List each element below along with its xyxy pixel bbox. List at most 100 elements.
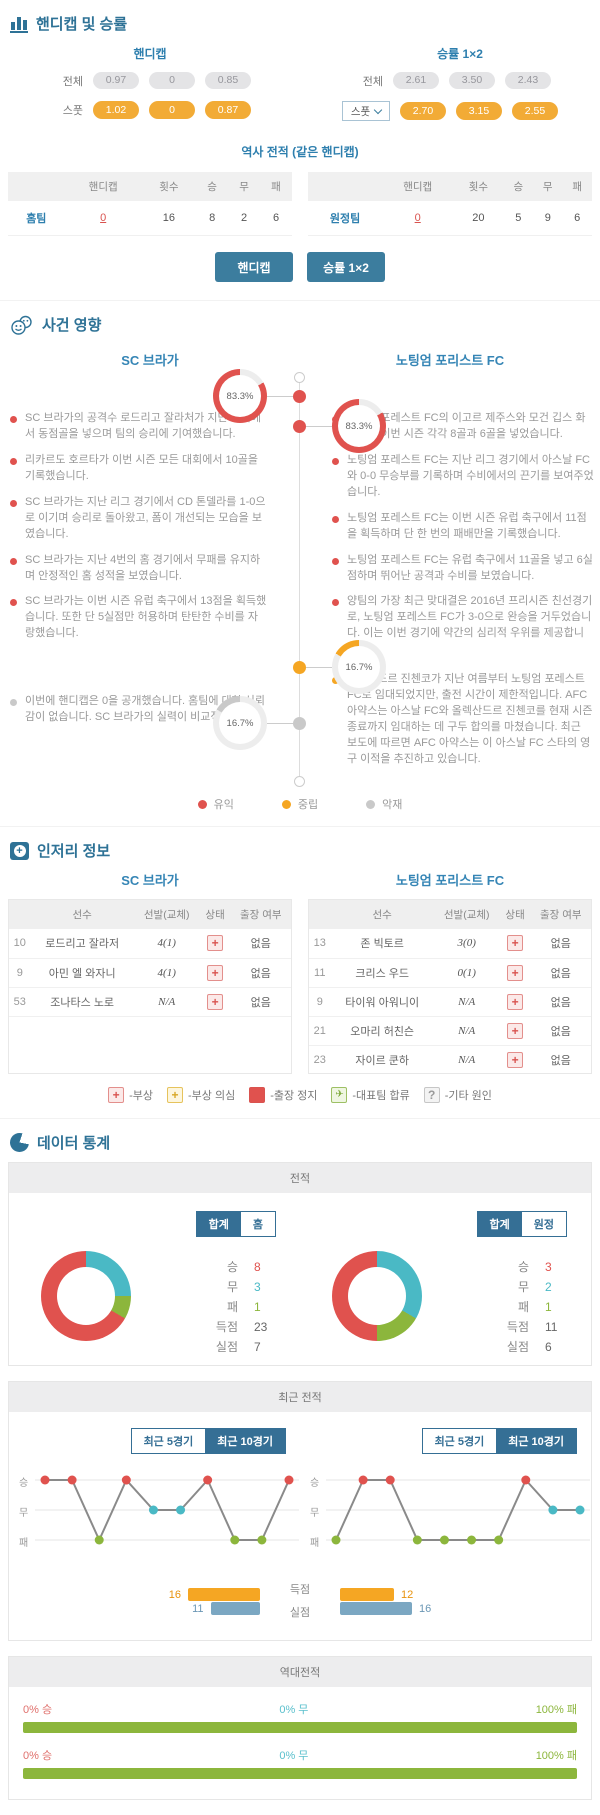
record-panel-title: 전적	[9, 1163, 591, 1193]
pie-chart-icon	[10, 1133, 29, 1152]
injury-col-header: 상태	[499, 900, 531, 929]
legend-dot-icon	[197, 799, 207, 809]
injury-table: 선수 선발(교체) 상태 출장 여부 10 로드리고 잘라저 4(1) + 없음 9 아민 엘 와자…	[8, 899, 292, 1074]
bullet-dot-icon	[332, 557, 339, 565]
winrate-odd-value[interactable]: 2.55	[512, 102, 558, 120]
event-bullet-text: SC 브라가의 공격수 로드리고 잘라처가 지난 경기에서 동점골을 넣으며 팀…	[25, 412, 262, 440]
history-table: 핸디캡 횟수 승 무 패 원정팀 0 20 5 9 6	[308, 172, 592, 236]
away-recent-toggle: 최근 5경기 최근 10경기	[421, 1428, 577, 1454]
handicap-odd-value[interactable]: 0.87	[205, 101, 251, 119]
timeline-node-0	[293, 390, 306, 403]
chart-axis-label: 패	[19, 1538, 29, 1549]
events-legend-item: 악재	[366, 796, 402, 812]
odds-section: 핸디캡 및 승률 핸디캡 전체 0.97 0 0.85 스풋 1.02 0 0.87 승률 1…	[0, 0, 600, 282]
goal-bar-row: 11	[9, 1602, 270, 1616]
event-bullet-text: SC 브라가는 지난 리그 경기에서 CD 톤델라를 1-0으로 이기며 승리로…	[25, 495, 266, 540]
event-bullet: 노팅엄 포레스트 FC는 유럽 축구에서 11골을 넣고 6실점하며 뛰어난 공…	[332, 553, 594, 585]
winrate-odd-value[interactable]: 2.70	[400, 102, 446, 120]
home-recent-toggle-option-1[interactable]: 최근 10경기	[205, 1429, 285, 1453]
record-stat-label: 승	[226, 1260, 238, 1274]
injury-status-icon: +	[207, 935, 224, 952]
away-record-toggle-option-0[interactable]: 합계	[477, 1212, 522, 1236]
player-number: 9	[9, 958, 31, 988]
bar-chart-icon	[10, 15, 28, 33]
handicap-odd-value: 0.97	[93, 72, 139, 89]
injury-legend-item: ■ -출장 정지	[249, 1087, 317, 1103]
injury-legend: + -부상 + -부상 의심 ■ -출장 정지 ✈ -대표팀 합류? -기타 원인	[0, 1087, 600, 1103]
home-record-toggle-option-0[interactable]: 합계	[196, 1212, 241, 1236]
player-starts: 0(1)	[433, 958, 500, 988]
record-stat-value: 3	[545, 1260, 552, 1274]
record-stat-value: 1	[254, 1300, 261, 1314]
goal-bar-label: 실점	[289, 1607, 311, 1619]
player-starts: N/A	[433, 1045, 500, 1073]
stats-section: 데이터 통계 전적 합계 홈 승 8 무 3 패 1 득점 23 실점 7 합계 원정 승 3 무 2 패 1 득점 11…	[0, 1118, 600, 1800]
player-status-cell: +	[199, 958, 231, 988]
event-bullet: SC 브라가는 이번 시즌 유럽 축구에서 13점을 획득했습니다. 또한 단 …	[10, 594, 268, 642]
injury-section: + 인저리 정보 SC 브라가 노팅엄 포리스트 FC 선수 선발(교체) 상태 출장…	[0, 826, 600, 1103]
handicap-odd-value[interactable]: 0	[149, 101, 195, 119]
player-availability: 없음	[530, 929, 591, 959]
injury-home-team-name: SC 브라가	[121, 873, 179, 888]
injury-status-icon: +	[207, 993, 224, 1010]
odds-tab-button-1[interactable]: 승률 1×2	[307, 252, 385, 282]
injury-status-icon: +	[507, 964, 524, 981]
player-status-cell: +	[199, 929, 231, 959]
influence-gauge-2: 16.7%	[332, 640, 386, 694]
record-stat-value: 2	[545, 1280, 552, 1294]
away-recent-toggle-option-0[interactable]: 최근 5경기	[422, 1429, 497, 1453]
winrate-row-전체: 전체 2.61 3.50 2.43	[300, 72, 600, 89]
h2h-win-label: 0% 승	[23, 1750, 53, 1762]
injury-col-header: 출장 여부	[530, 900, 591, 929]
player-number: 13	[309, 929, 331, 959]
winrate-odd-value[interactable]: 3.15	[456, 102, 502, 120]
bullet-dot-icon	[332, 515, 339, 523]
timeline-connector-3	[267, 723, 293, 724]
bullet-dot-icon	[10, 557, 17, 565]
injury-col-header: 선발(교체)	[133, 900, 200, 929]
home-record-toggle-option-1[interactable]: 홈	[240, 1212, 275, 1236]
winrate-odds-title: 승률 1×2	[437, 47, 483, 61]
player-number: 53	[9, 987, 31, 1017]
injury-legend-label: -기타 원인	[444, 1090, 492, 1102]
record-stat-label: 득점	[215, 1320, 238, 1334]
goal-bar-value: 12	[401, 1588, 414, 1601]
home-record-stats: 승 8 무 3 패 1 득점 23 실점 7	[212, 1257, 272, 1357]
record-stat-label: 패	[226, 1300, 238, 1314]
recent-panel-title: 최근 전적	[9, 1382, 591, 1412]
winrate-spot-dropdown[interactable]: 스풋	[342, 101, 390, 121]
history-col-header: 횟수	[141, 172, 197, 201]
history-col-blank	[8, 172, 65, 201]
influence-gauge-0: 83.3%	[213, 369, 267, 423]
home-recent-toggle-option-0[interactable]: 최근 5경기	[131, 1429, 206, 1453]
player-number: 9	[309, 987, 331, 1017]
record-stat-label: 실점	[215, 1340, 238, 1354]
history-handicap-cell: 0	[382, 201, 454, 236]
history-value-cell: 6	[260, 201, 292, 236]
history-value-cell: 9	[533, 201, 563, 236]
event-bullet: 노팅엄 포레스트 FC는 이번 시즌 유럽 축구에서 11점을 획득하며 단 한…	[332, 511, 594, 543]
injury-player-row: 10 로드리고 잘라저 4(1) + 없음	[9, 929, 291, 959]
plus-yellow-icon: +	[166, 1087, 183, 1103]
handicap-value-link[interactable]: 0	[414, 212, 421, 224]
player-name: 오마리 허친슨	[330, 1016, 434, 1046]
history-handicap-cell: 0	[64, 201, 142, 236]
handicap-odd-value[interactable]: 1.02	[93, 101, 139, 119]
history-col-header: 무	[533, 172, 563, 201]
odds-tab-button-0[interactable]: 핸디캡	[215, 252, 293, 282]
stats-section-header: 데이터 통계	[0, 1119, 600, 1162]
away-recent-toggle-option-1[interactable]: 최근 10경기	[496, 1429, 576, 1453]
timeline-connector-0	[267, 396, 293, 397]
player-starts: 4(1)	[133, 929, 200, 959]
away-record-toggle-option-1[interactable]: 원정	[521, 1212, 566, 1236]
home-record-donut	[41, 1251, 131, 1341]
h2h-bar	[23, 1722, 577, 1733]
h2h-row: 0% 승 0% 무 100% 패	[23, 1701, 577, 1733]
timeline-start-circle	[294, 372, 305, 383]
results-line-chart	[326, 1475, 590, 1545]
event-bullet-text: 이번에 핸디캡은 0을 공개했습니다. 홈팀에 대한 신뢰감이 없습니다. SC…	[25, 695, 268, 724]
player-name: 크리스 우드	[330, 958, 434, 988]
bullet-dot-icon	[10, 499, 17, 507]
handicap-value-link[interactable]: 0	[100, 212, 107, 224]
